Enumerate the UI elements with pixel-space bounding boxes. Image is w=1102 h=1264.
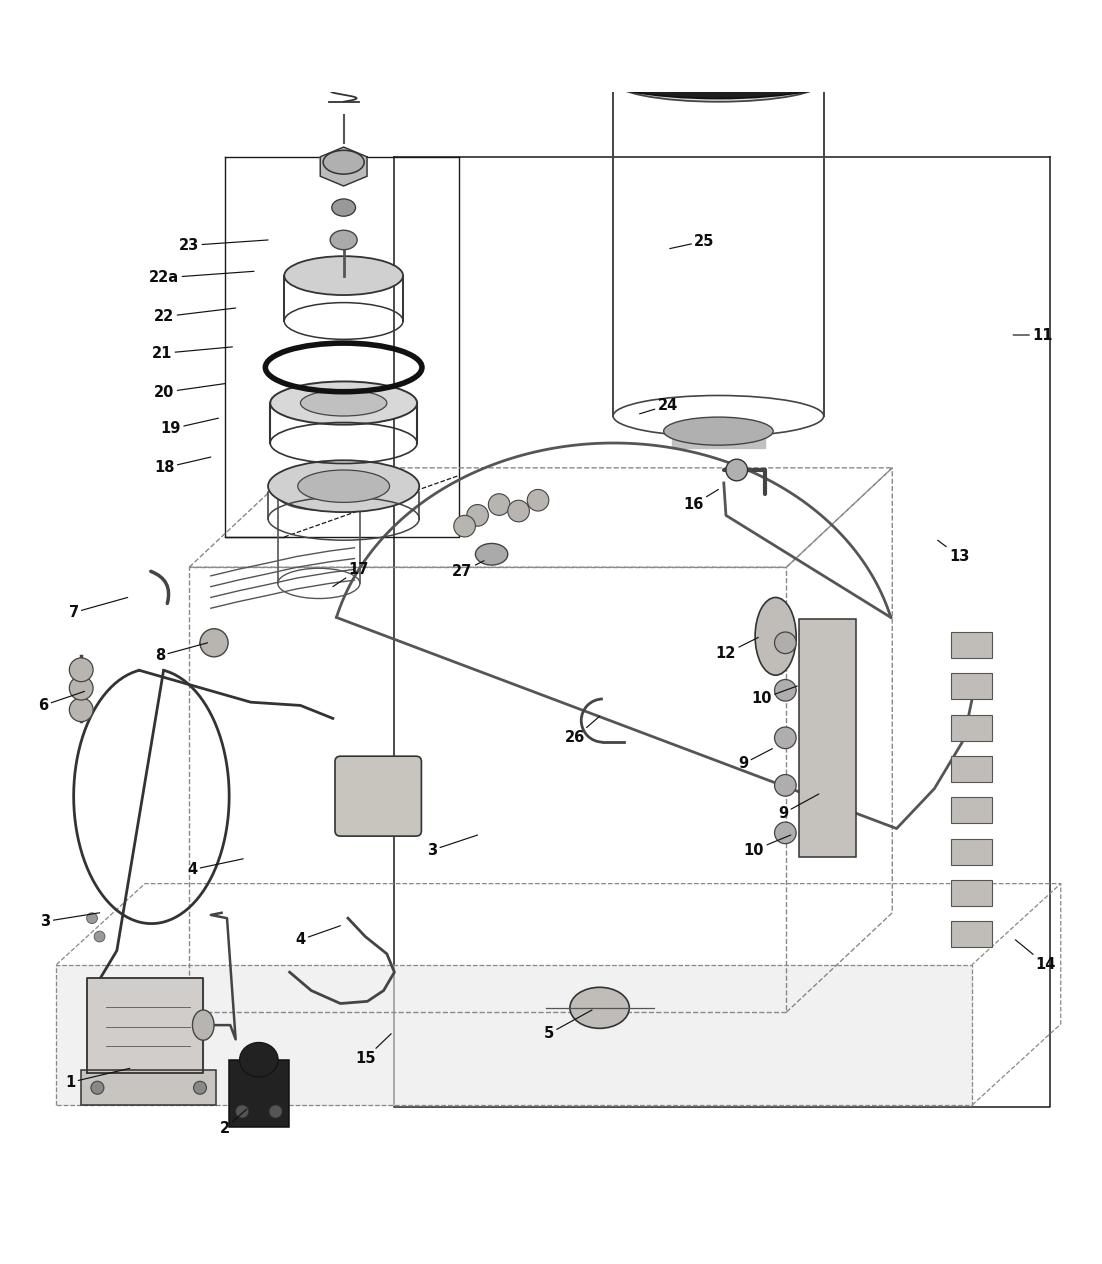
Polygon shape xyxy=(56,964,972,1105)
Bar xyxy=(951,632,992,659)
Text: 23: 23 xyxy=(180,238,268,253)
Ellipse shape xyxy=(663,417,774,445)
Bar xyxy=(951,798,992,823)
Bar xyxy=(229,1059,289,1126)
Text: 5: 5 xyxy=(543,1010,592,1042)
Text: 18: 18 xyxy=(154,458,210,475)
Text: 17: 17 xyxy=(333,562,369,586)
Text: 9: 9 xyxy=(778,794,819,820)
Ellipse shape xyxy=(755,598,796,675)
Ellipse shape xyxy=(475,544,508,565)
Bar xyxy=(82,1071,216,1105)
Text: 25: 25 xyxy=(670,234,714,249)
Text: 8: 8 xyxy=(155,643,207,664)
Bar xyxy=(951,674,992,699)
Text: 21: 21 xyxy=(152,346,233,360)
Ellipse shape xyxy=(298,470,389,502)
Ellipse shape xyxy=(613,61,823,101)
Bar xyxy=(951,921,992,947)
Text: 10: 10 xyxy=(744,836,791,858)
Circle shape xyxy=(775,822,796,843)
Text: 9: 9 xyxy=(738,748,773,771)
Ellipse shape xyxy=(590,6,846,66)
Circle shape xyxy=(488,494,510,516)
Circle shape xyxy=(91,1081,104,1095)
Ellipse shape xyxy=(332,198,356,216)
Text: 4: 4 xyxy=(295,925,341,947)
Circle shape xyxy=(69,659,93,681)
Bar xyxy=(799,619,855,857)
Text: 6: 6 xyxy=(39,691,85,713)
Circle shape xyxy=(201,628,228,657)
Ellipse shape xyxy=(268,460,419,512)
Text: 27: 27 xyxy=(452,561,484,579)
Text: 1: 1 xyxy=(65,1068,130,1090)
Circle shape xyxy=(236,1105,249,1117)
Circle shape xyxy=(269,1105,282,1117)
Polygon shape xyxy=(87,977,203,1073)
Ellipse shape xyxy=(193,1010,214,1040)
Circle shape xyxy=(454,516,475,537)
Text: 14: 14 xyxy=(1015,940,1056,972)
Circle shape xyxy=(467,504,488,526)
Text: 22a: 22a xyxy=(149,270,253,286)
Text: 12: 12 xyxy=(716,637,758,661)
Text: 15: 15 xyxy=(355,1034,391,1066)
Text: 24: 24 xyxy=(639,398,678,413)
Text: 22: 22 xyxy=(154,308,236,324)
Circle shape xyxy=(508,501,529,522)
Circle shape xyxy=(775,775,796,796)
Ellipse shape xyxy=(590,47,846,99)
Text: 11: 11 xyxy=(1013,327,1052,343)
Ellipse shape xyxy=(331,230,357,250)
Text: 26: 26 xyxy=(564,717,599,746)
Text: 3: 3 xyxy=(41,913,99,929)
Polygon shape xyxy=(590,35,846,72)
Bar xyxy=(951,714,992,741)
Text: 3: 3 xyxy=(428,836,477,858)
Ellipse shape xyxy=(570,987,629,1029)
Circle shape xyxy=(775,632,796,653)
Circle shape xyxy=(194,1081,206,1095)
Ellipse shape xyxy=(323,150,364,174)
Circle shape xyxy=(94,932,105,942)
Text: 4: 4 xyxy=(187,858,244,877)
Polygon shape xyxy=(321,147,367,186)
Ellipse shape xyxy=(239,1043,278,1077)
Polygon shape xyxy=(672,431,765,449)
Ellipse shape xyxy=(270,382,417,425)
Text: 16: 16 xyxy=(683,489,719,512)
Bar xyxy=(951,839,992,865)
Text: 10: 10 xyxy=(752,686,797,707)
Ellipse shape xyxy=(301,391,387,416)
Bar xyxy=(951,880,992,906)
Circle shape xyxy=(69,676,93,700)
Circle shape xyxy=(726,459,747,480)
Text: 13: 13 xyxy=(938,540,970,564)
Text: 2: 2 xyxy=(219,1110,247,1136)
Text: 7: 7 xyxy=(68,598,128,621)
Circle shape xyxy=(775,680,796,702)
Ellipse shape xyxy=(278,480,360,509)
Ellipse shape xyxy=(284,257,403,295)
Text: 20: 20 xyxy=(154,383,225,399)
Bar xyxy=(951,756,992,782)
Circle shape xyxy=(69,698,93,722)
FancyBboxPatch shape xyxy=(335,756,421,836)
Circle shape xyxy=(527,489,549,511)
Circle shape xyxy=(775,727,796,748)
Circle shape xyxy=(87,913,97,924)
Text: 19: 19 xyxy=(161,418,218,436)
